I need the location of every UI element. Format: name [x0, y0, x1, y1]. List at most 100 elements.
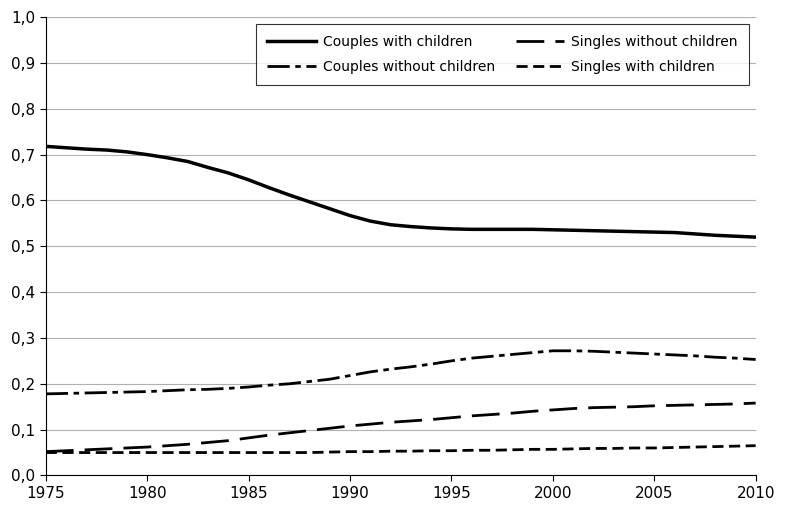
Singles without children [41, 449, 50, 455]
Singles with children [446, 447, 456, 454]
Singles with children [670, 444, 679, 451]
Couples without children [244, 384, 253, 390]
Singles with children [649, 445, 659, 451]
Singles with children [711, 443, 720, 450]
Couples with children [690, 231, 700, 237]
Couples without children [487, 353, 497, 359]
Couples with children [649, 229, 659, 235]
Couples without children [711, 354, 720, 360]
Singles without children [183, 441, 193, 447]
Couples without children [406, 364, 416, 370]
Couples without children [630, 350, 639, 356]
Couples without children [508, 351, 517, 357]
Couples with children [102, 147, 112, 153]
Couples without children [649, 351, 659, 357]
Line: Singles with children: Singles with children [46, 445, 755, 453]
Couples without children [285, 381, 294, 387]
Singles without children [325, 425, 334, 431]
Couples with children [568, 227, 578, 233]
Singles without children [305, 428, 314, 434]
Singles with children [406, 448, 416, 454]
Couples without children [345, 372, 354, 378]
Couples with children [446, 226, 456, 232]
Singles without children [670, 402, 679, 409]
Singles with children [568, 446, 578, 452]
Singles without children [528, 408, 538, 414]
Singles with children [82, 450, 91, 456]
Couples without children [568, 348, 578, 354]
Couples without children [731, 355, 740, 361]
Singles without children [711, 401, 720, 408]
Singles with children [345, 449, 354, 455]
Singles without children [386, 419, 395, 425]
Singles without children [609, 404, 619, 410]
Singles without children [142, 444, 152, 450]
Singles with children [487, 447, 497, 453]
Singles with children [305, 450, 314, 456]
Couples with children [427, 225, 436, 231]
Singles with children [548, 446, 557, 453]
Singles without children [630, 403, 639, 410]
Singles without children [102, 446, 112, 452]
Singles without children [82, 447, 91, 453]
Couples with children [223, 170, 233, 176]
Singles with children [204, 450, 213, 456]
Couples with children [41, 143, 50, 150]
Singles with children [102, 450, 112, 456]
Singles with children [264, 450, 274, 456]
Singles without children [731, 401, 740, 407]
Singles without children [427, 416, 436, 422]
Couples without children [528, 350, 538, 356]
Couples with children [61, 145, 71, 151]
Couples with children [487, 226, 497, 232]
Couples with children [528, 226, 538, 232]
Couples without children [183, 387, 193, 393]
Line: Couples with children: Couples with children [46, 146, 755, 237]
Couples with children [386, 222, 395, 228]
Singles without children [568, 406, 578, 412]
Singles with children [122, 450, 131, 456]
Couples with children [508, 226, 517, 232]
Couples with children [589, 228, 598, 234]
Couples without children [204, 386, 213, 392]
Singles without children [163, 442, 172, 449]
Singles with children [41, 450, 50, 456]
Couples without children [386, 366, 395, 372]
Singles without children [446, 415, 456, 421]
Couples without children [223, 386, 233, 392]
Singles without children [508, 410, 517, 416]
Couples with children [264, 184, 274, 190]
Couples without children [589, 348, 598, 354]
Couples without children [467, 355, 476, 361]
Couples without children [61, 390, 71, 396]
Couples with children [365, 218, 375, 224]
Couples without children [427, 361, 436, 367]
Singles without children [649, 403, 659, 409]
Singles without children [223, 438, 233, 444]
Singles with children [386, 448, 395, 454]
Couples with children [670, 229, 679, 236]
Singles with children [731, 443, 740, 449]
Singles with children [325, 449, 334, 455]
Couples with children [609, 228, 619, 234]
Couples with children [285, 192, 294, 198]
Couples without children [264, 382, 274, 388]
Couples with children [82, 146, 91, 152]
Singles with children [285, 450, 294, 456]
Couples with children [244, 177, 253, 183]
Singles without children [690, 402, 700, 408]
Couples with children [305, 199, 314, 205]
Couples with children [467, 226, 476, 232]
Singles without children [467, 413, 476, 419]
Couples with children [325, 206, 334, 212]
Line: Couples without children: Couples without children [46, 351, 755, 394]
Couples without children [122, 389, 131, 395]
Couples without children [751, 356, 760, 362]
Singles with children [61, 450, 71, 456]
Singles without children [122, 445, 131, 451]
Singles without children [264, 432, 274, 438]
Couples with children [345, 212, 354, 219]
Couples with children [122, 149, 131, 155]
Couples with children [711, 232, 720, 239]
Couples without children [163, 388, 172, 394]
